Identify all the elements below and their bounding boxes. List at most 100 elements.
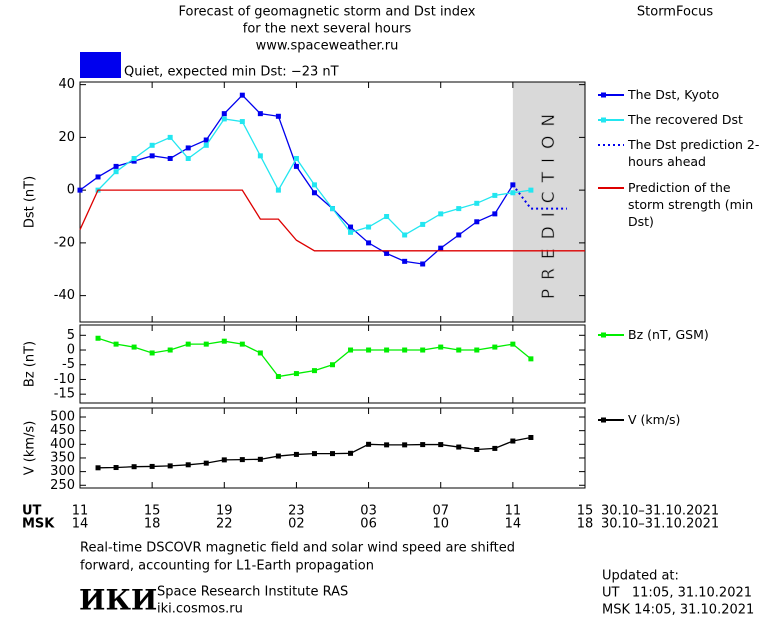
point (113, 465, 119, 471)
logo: ИКИ (79, 584, 157, 617)
point (311, 368, 317, 374)
point (456, 444, 462, 450)
legend-label: The Dst, Kyoto (628, 87, 720, 102)
point (239, 341, 245, 347)
legend-marker (601, 92, 606, 98)
point (474, 347, 480, 353)
plot-frame (79, 324, 586, 404)
point (420, 442, 426, 448)
point (185, 145, 191, 151)
point (167, 463, 173, 469)
legend-entry: Bz (nT, GSM) (597, 326, 760, 343)
point (510, 341, 516, 347)
point (185, 462, 191, 468)
point (221, 338, 227, 344)
point (528, 434, 534, 440)
point (275, 374, 281, 380)
point (149, 153, 155, 159)
y-tick-label: 350 (50, 450, 75, 465)
legend-entry: V (km/s) (597, 411, 760, 428)
point (131, 158, 137, 164)
legend-swatch (598, 117, 624, 123)
x-tick-label: 11 (505, 504, 522, 519)
point (420, 347, 426, 353)
point (185, 341, 191, 347)
point (257, 456, 263, 462)
point (402, 347, 408, 353)
legend-swatch (598, 417, 624, 423)
point (420, 261, 426, 267)
legend-label: The recovered Dst (628, 112, 743, 127)
point (131, 155, 137, 161)
x2-tick-label: 10 (432, 517, 449, 532)
y-tick-label: 300 (50, 464, 75, 479)
point (492, 445, 498, 451)
point (456, 206, 462, 212)
x2-tick-label: 14 (72, 517, 89, 532)
point (348, 224, 354, 230)
url: www.spaceweather.ru (256, 39, 399, 54)
point (239, 92, 245, 98)
point (456, 232, 462, 238)
point (203, 137, 209, 143)
y-tick-label: 500 (50, 410, 75, 425)
plot-frame (79, 407, 586, 489)
point (528, 187, 534, 193)
point (311, 451, 317, 457)
point (203, 142, 209, 148)
point (167, 134, 173, 140)
point (275, 453, 281, 459)
point (149, 350, 155, 356)
y-axis-label: Bz (nT) (23, 341, 38, 387)
point (95, 465, 101, 471)
point (492, 211, 498, 217)
point (366, 224, 372, 230)
y-tick-label: 250 (50, 478, 75, 493)
point (293, 371, 299, 377)
point (366, 240, 372, 246)
legend-swatch (598, 332, 624, 338)
point (131, 344, 137, 350)
point (275, 113, 281, 119)
point (167, 347, 173, 353)
prediction-label: PREDICTION (539, 105, 559, 299)
x-tick-label: 19 (216, 504, 233, 519)
point (257, 350, 263, 356)
point (438, 245, 444, 251)
point (293, 163, 299, 169)
point (185, 155, 191, 161)
point (311, 182, 317, 188)
point (348, 450, 354, 456)
legend-swatch (598, 92, 624, 98)
y-tick-label: -40 (54, 288, 75, 303)
point (492, 192, 498, 198)
legend-label: V (km/s) (628, 412, 681, 427)
x-tick-label: 15 (577, 504, 594, 519)
point (510, 438, 516, 444)
y-tick-label: -5 (62, 357, 75, 372)
x2-tick-label: 02 (288, 517, 305, 532)
date-range: 30.10–31.10.2021 (601, 504, 719, 519)
point (420, 221, 426, 227)
point (456, 347, 462, 353)
point (366, 441, 372, 447)
point (384, 347, 390, 353)
point (474, 219, 480, 225)
x2-tick-label: 18 (577, 517, 594, 532)
note: forward, accounting for L1-Earth propaga… (80, 559, 374, 574)
y-axis-label: V (km/s) (23, 421, 38, 476)
point (311, 190, 317, 196)
point (131, 464, 137, 470)
point (510, 190, 516, 196)
x-tick-label: 07 (432, 504, 449, 519)
point (239, 119, 245, 125)
y-tick-label: 0 (67, 343, 75, 358)
status-box (80, 52, 121, 78)
point (384, 442, 390, 448)
series-line (79, 189, 585, 252)
point (330, 362, 335, 368)
y-tick-label: 5 (67, 328, 75, 343)
x-tick-label: 11 (72, 504, 89, 519)
x-tick-label: 23 (288, 504, 305, 519)
